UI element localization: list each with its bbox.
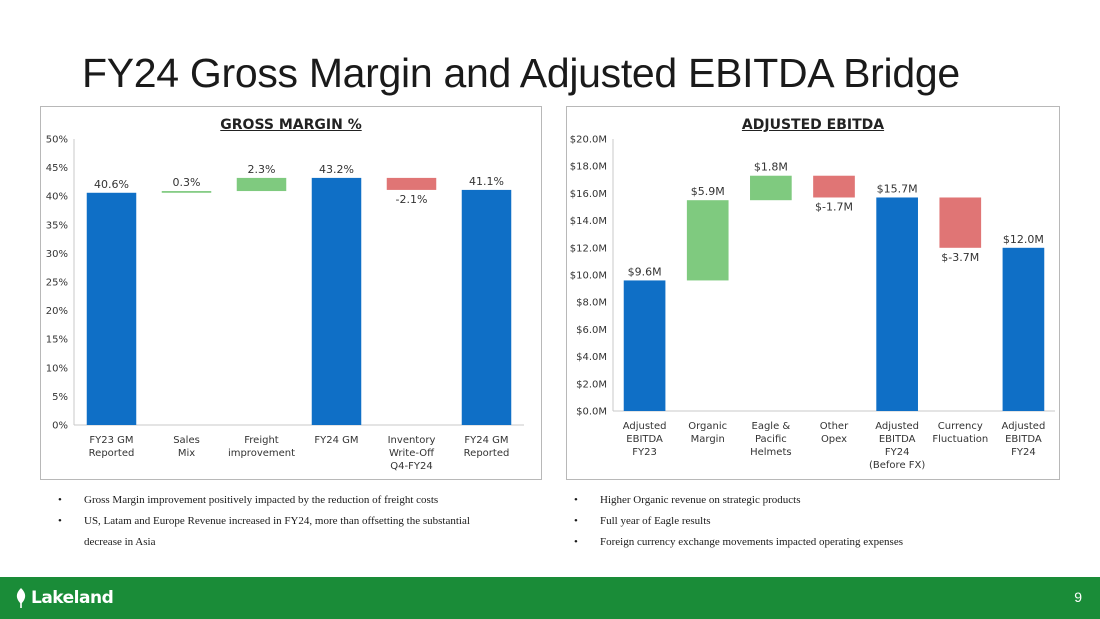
waterfall-bar — [876, 197, 918, 411]
waterfall-bar — [686, 200, 729, 281]
waterfall-bar — [386, 177, 437, 190]
y-tick-label: $4.0M — [576, 352, 607, 363]
y-tick-label: $6.0M — [576, 325, 607, 336]
y-tick-label: 20% — [46, 306, 68, 317]
gross-margin-chart: GROSS MARGIN % 0% 5% 10% 15% 20% 25% 30% 35% 40%… — [40, 106, 542, 480]
waterfall-bar — [236, 177, 287, 192]
category-label: Inventory Write-Off Q4-FY24 — [388, 435, 436, 472]
logo-text: Lakeland — [31, 588, 114, 608]
bullet-item: Full year of Eagle results — [574, 511, 1034, 532]
leaf-icon — [16, 588, 26, 608]
y-tick-label: $0.0M — [576, 407, 607, 418]
adjusted-ebitda-chart: ADJUSTED EBITDA $0.0M $2.0M $4.0M $6.0M $8.0… — [566, 106, 1060, 480]
y-tick-label: $8.0M — [576, 298, 607, 309]
footer-bar: Lakeland 9 — [0, 577, 1100, 619]
bullet-item: Higher Organic revenue on strategic prod… — [574, 490, 1034, 511]
category-label: Adjusted EBITDA FY24 (Before FX) — [869, 421, 925, 471]
data-label: 41.1% — [469, 175, 504, 188]
waterfall-bar — [750, 175, 792, 201]
data-label: $5.9M — [691, 185, 725, 198]
slide-title: FY24 Gross Margin and Adjusted EBITDA Br… — [82, 50, 960, 96]
category-label: Eagle & Pacific Helmets — [750, 421, 791, 458]
y-tick-label: $10.0M — [570, 271, 607, 282]
gross-margin-chart-title: GROSS MARGIN % — [220, 117, 362, 133]
waterfall-bar — [939, 197, 982, 248]
data-label: $15.7M — [877, 182, 918, 195]
category-label: Freight improvement — [228, 435, 295, 459]
y-tick-label: $14.0M — [570, 216, 607, 227]
category-label: Organic Margin — [688, 421, 727, 445]
waterfall-bar — [86, 192, 137, 425]
data-label: $12.0M — [1003, 233, 1044, 246]
waterfall-bar — [311, 177, 362, 425]
y-tick-label: 10% — [46, 363, 68, 374]
data-label: -2.1% — [396, 193, 428, 206]
y-tick-label: 5% — [52, 392, 68, 403]
waterfall-bar — [1002, 247, 1045, 411]
category-label: FY23 GM Reported — [89, 435, 135, 459]
data-label: $-3.7M — [941, 251, 979, 264]
page-number: 9 — [1074, 589, 1082, 605]
data-label: $9.6M — [628, 265, 662, 278]
data-label: 0.3% — [173, 176, 201, 189]
y-tick-label: 40% — [46, 192, 68, 203]
data-label: $-1.7M — [815, 200, 853, 213]
data-label: $1.8M — [754, 161, 788, 174]
company-logo: Lakeland — [14, 587, 114, 609]
category-label: FY24 GM — [314, 435, 358, 446]
category-label: Adjusted EBITDA FY24 — [1002, 421, 1046, 458]
bullet-item: Foreign currency exchange movements impa… — [574, 532, 1034, 553]
bullet-item: Gross Margin improvement positively impa… — [58, 490, 508, 511]
adjusted-ebitda-chart-title: ADJUSTED EBITDA — [741, 117, 885, 133]
adjusted-ebitda-chart-svg: $0.0M $2.0M $4.0M $6.0M $8.0M $10.0M $12.0M $14… — [570, 135, 1055, 471]
ebitda-notes: Higher Organic revenue on strategic prod… — [574, 490, 1034, 553]
data-label: 40.6% — [94, 178, 129, 191]
y-tick-label: 0% — [52, 421, 68, 432]
y-tick-label: $12.0M — [570, 243, 607, 254]
y-tick-label: 35% — [46, 220, 68, 231]
y-tick-label: 25% — [46, 278, 68, 289]
y-tick-label: $2.0M — [576, 379, 607, 390]
waterfall-bar — [813, 175, 855, 198]
gross-margin-chart-svg: 0% 5% 10% 15% 20% 25% 30% 35% 40% 45% 50% 40.6% FY23… — [46, 135, 524, 472]
category-label: Other Opex — [820, 421, 849, 445]
y-tick-label: 30% — [46, 249, 68, 260]
category-label: Sales Mix — [173, 435, 200, 459]
waterfall-bar — [161, 191, 212, 193]
category-label: FY24 GM Reported — [464, 435, 510, 459]
y-tick-label: 15% — [46, 335, 68, 346]
y-tick-label: 45% — [46, 163, 68, 174]
bullet-item: US, Latam and Europe Revenue increased i… — [58, 511, 508, 553]
y-tick-label: $20.0M — [570, 135, 607, 146]
data-label: 2.3% — [248, 163, 276, 176]
y-tick-label: 50% — [46, 135, 68, 146]
gross-margin-notes: Gross Margin improvement positively impa… — [58, 490, 508, 553]
waterfall-bar — [461, 189, 512, 425]
y-tick-label: $18.0M — [570, 162, 607, 173]
category-label: Adjusted EBITDA FY23 — [623, 421, 667, 458]
waterfall-bar — [623, 280, 666, 411]
y-tick-label: $16.0M — [570, 189, 607, 200]
category-label: Currency Fluctuation — [932, 421, 988, 445]
data-label: 43.2% — [319, 163, 354, 176]
